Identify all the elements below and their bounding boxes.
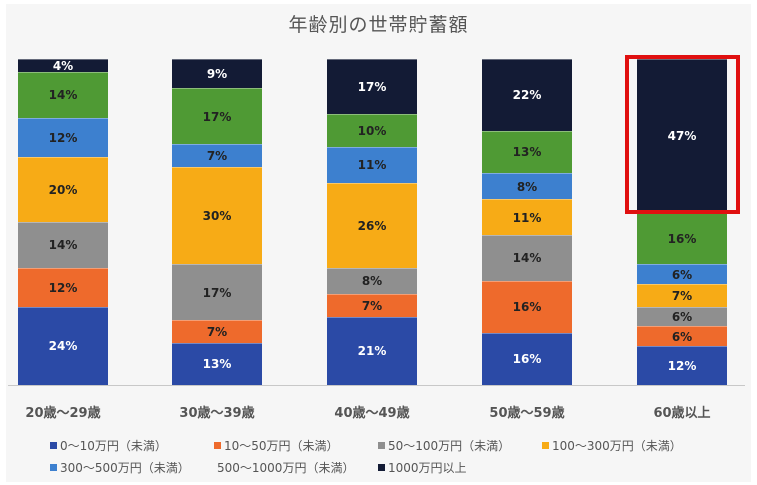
- bar-segment: 13%: [482, 130, 572, 174]
- bar-segment: 13%: [172, 342, 262, 385]
- legend-item: 300〜500万円（未満）: [50, 459, 190, 476]
- bar-segment: 4%: [18, 59, 108, 73]
- bar-segment: 26%: [327, 182, 417, 268]
- legend-item: 1000万円以上: [378, 459, 467, 476]
- legend-swatch-icon: [378, 463, 385, 471]
- bar-segment: 9%: [172, 59, 262, 89]
- bar-segment: 11%: [482, 199, 572, 236]
- x-label-60plus: 60歳以上: [653, 406, 711, 421]
- legend-item: 10〜50万円（未満）: [214, 437, 354, 454]
- legend-label: 50〜100万円（未満）: [388, 438, 511, 453]
- bar-segment: 7%: [637, 283, 727, 307]
- bar-segment: 7%: [172, 319, 262, 343]
- legend-label: 100〜300万円（未満）: [552, 438, 682, 453]
- bar-segment: 14%: [482, 235, 572, 281]
- legend-row-1: 0〜10万円（未満） 10〜50万円（未満） 50〜100万円（未満） 100〜…: [50, 434, 750, 456]
- bar-segment: 10%: [327, 114, 417, 148]
- legend-swatch-icon: [50, 441, 57, 449]
- legend-label: 500〜1000万円（未満）: [217, 460, 355, 475]
- legend-row-2: 300〜500万円（未満） 500〜1000万円（未満） 1000万円以上: [50, 456, 750, 478]
- bar-30s: 13% 7% 17% 30% 7% 17% 9%: [172, 59, 262, 385]
- bar-20s: 24% 12% 14% 20% 12% 14% 4%: [18, 59, 108, 385]
- bar-segment: 7%: [327, 293, 417, 317]
- bar-segment: 24%: [18, 306, 108, 385]
- x-axis-line: [8, 385, 745, 386]
- bar-segment: 8%: [327, 267, 417, 294]
- bar-segment: 6%: [637, 326, 727, 346]
- bar-segment: 12%: [18, 267, 108, 307]
- bar-40s: 21% 7% 8% 26% 11% 10% 17%: [327, 59, 417, 385]
- chart-title: 年齢別の世帯貯蓄額: [288, 14, 469, 36]
- legend-swatch-icon: [542, 441, 549, 449]
- bar-60plus: 12% 6% 6% 7% 6% 16% 47%: [637, 59, 727, 385]
- bar-segment: 12%: [18, 117, 108, 157]
- bar-segment: 30%: [172, 166, 262, 265]
- bar-segment: 8%: [482, 173, 572, 200]
- legend-swatch-icon: [378, 441, 385, 449]
- bar-segment: 12%: [637, 345, 727, 385]
- legend-item: 50〜100万円（未満）: [378, 437, 518, 454]
- bar-segment: 16%: [482, 280, 572, 333]
- bar-segment: 17%: [172, 264, 262, 320]
- bar-segment: 47%: [637, 59, 727, 213]
- legend-item: 0〜10万円（未満）: [50, 437, 190, 454]
- legend-label: 0〜10万円（未満）: [60, 438, 167, 453]
- legend-label: 1000万円以上: [388, 460, 467, 475]
- bar-segment: 16%: [637, 212, 727, 265]
- bar-segment: 6%: [637, 306, 727, 327]
- legend-swatch-icon: [50, 463, 57, 471]
- bar-segment: 16%: [482, 332, 572, 385]
- bar-segment: 20%: [18, 156, 108, 223]
- bar-segment: 17%: [327, 59, 417, 115]
- legend-label: 10〜50万円（未満）: [224, 438, 339, 453]
- bar-segment: 7%: [172, 143, 262, 167]
- x-label-20s: 20歳〜29歳: [25, 406, 101, 421]
- bar-segment: 22%: [482, 59, 572, 131]
- legend-label: 300〜500万円（未満）: [60, 460, 190, 475]
- legend: 0〜10万円（未満） 10〜50万円（未満） 50〜100万円（未満） 100〜…: [50, 434, 750, 478]
- bar-segment: 14%: [18, 72, 108, 118]
- bar-segment: 6%: [637, 264, 727, 284]
- legend-swatch-icon: [214, 441, 221, 449]
- x-label-30s: 30歳〜39歳: [179, 406, 255, 421]
- bar-segment: 21%: [327, 316, 417, 385]
- highlight-box: [625, 55, 740, 214]
- legend-item: 500〜1000万円（未満）: [214, 459, 354, 476]
- legend-item: 100〜300万円（未満）: [542, 437, 682, 454]
- bar-segment: 14%: [18, 222, 108, 268]
- bar-segment: 17%: [172, 88, 262, 144]
- x-label-50s: 50歳〜59歳: [489, 406, 565, 421]
- x-label-40s: 40歳〜49歳: [334, 406, 410, 421]
- bar-50s: 16% 16% 14% 11% 8% 13% 22%: [482, 59, 572, 385]
- bar-segment: 11%: [327, 147, 417, 183]
